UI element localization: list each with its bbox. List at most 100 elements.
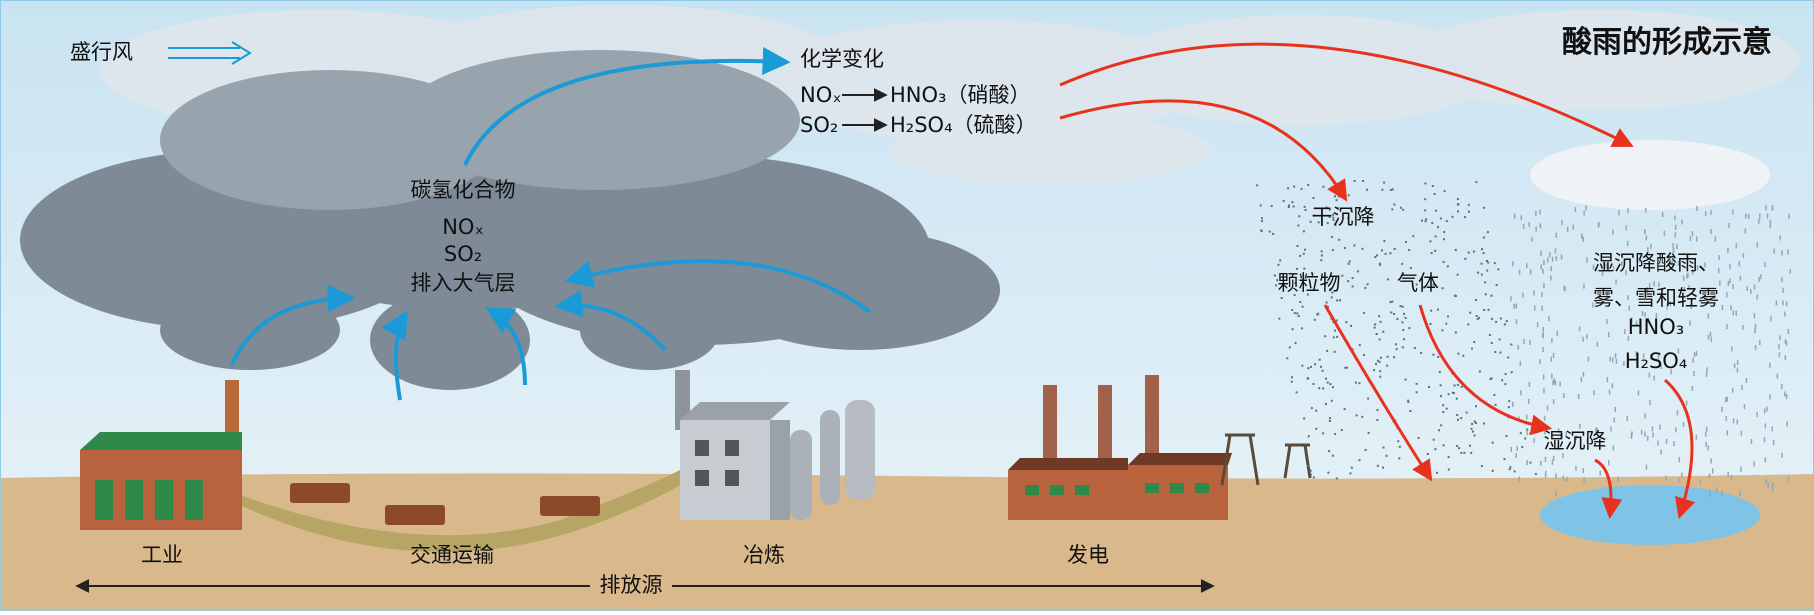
- rain-drop: [1746, 378, 1748, 383]
- rain-drop: [1443, 238, 1445, 240]
- rain-drop: [1387, 278, 1389, 280]
- rain-drop: [1531, 428, 1533, 433]
- rain-drop: [1424, 198, 1426, 200]
- rain-drop: [1693, 358, 1695, 363]
- rain-drop: [1349, 260, 1351, 262]
- rain-drop: [1431, 252, 1433, 254]
- rain-drop: [1519, 477, 1521, 482]
- rain-drop: [1509, 466, 1511, 468]
- rain-drop: [1750, 289, 1752, 294]
- rain-drop: [1432, 354, 1434, 356]
- emission-line: 排入大气层: [411, 271, 516, 295]
- rain-drop: [1650, 244, 1652, 249]
- rain-drop: [1600, 471, 1602, 476]
- rain-drop: [1481, 263, 1483, 265]
- rain-drop: [1521, 215, 1523, 220]
- rain-drop: [1332, 386, 1334, 388]
- rain-drop: [1440, 384, 1442, 386]
- rain-drop: [1696, 206, 1698, 211]
- rain-drop: [1402, 209, 1404, 211]
- rain-drop: [1319, 359, 1321, 361]
- rain-drop: [1575, 466, 1577, 471]
- rain-drop: [1448, 456, 1450, 458]
- rain-drop: [1731, 347, 1733, 352]
- rain-drop: [1382, 467, 1384, 469]
- rain-drop: [1551, 374, 1553, 379]
- rain-drop: [1363, 312, 1365, 314]
- rain-drop: [1336, 477, 1338, 479]
- rain-drop: [1302, 306, 1304, 308]
- rain-drop: [1447, 265, 1449, 267]
- rain-drop: [1345, 321, 1347, 323]
- rain-drop: [1787, 250, 1789, 255]
- rain-drop: [1321, 254, 1323, 256]
- rain-drop: [1550, 266, 1552, 271]
- rain-drop: [1597, 342, 1599, 347]
- dry-deposition-item: 颗粒物: [1278, 271, 1341, 295]
- rain-drop: [1610, 357, 1612, 362]
- rain-drop: [1446, 408, 1448, 410]
- rain-drop: [1755, 324, 1757, 329]
- rain-drop: [1740, 276, 1742, 281]
- rain-drop: [1425, 218, 1427, 220]
- rain-drop: [1609, 390, 1611, 395]
- rain-drop: [1379, 370, 1381, 372]
- rain-drop: [1784, 392, 1786, 397]
- rain-drop: [1298, 315, 1300, 317]
- rain-drop: [1711, 337, 1713, 342]
- rain-drop: [1526, 263, 1528, 268]
- rain-drop: [1368, 432, 1370, 434]
- rain-drop: [1421, 220, 1423, 222]
- rain-drop: [1289, 346, 1291, 348]
- rain-drop: [1586, 257, 1588, 262]
- rain-drop: [1529, 462, 1531, 464]
- rain-drop: [1462, 355, 1464, 357]
- rain-drop: [1627, 241, 1629, 246]
- rain-drop: [1363, 354, 1365, 356]
- rain-drop: [1434, 448, 1436, 450]
- rain-drop: [1457, 203, 1459, 205]
- rain-drop: [1530, 269, 1532, 274]
- rain-drop: [1784, 312, 1786, 317]
- rain-drop: [1443, 231, 1445, 233]
- rain-drop: [1260, 205, 1262, 207]
- rain-drop: [1336, 199, 1338, 201]
- rain-drop: [1659, 425, 1661, 430]
- rain-drop: [1556, 233, 1558, 238]
- rain-drop: [1377, 465, 1379, 467]
- rain-drop: [1520, 390, 1522, 395]
- rain-drop: [1272, 233, 1274, 235]
- rain-drop: [1549, 252, 1551, 257]
- rain-drop: [1708, 314, 1710, 319]
- rain-drop: [1705, 442, 1707, 447]
- rain-drop: [1776, 301, 1778, 306]
- rain-drop: [1522, 293, 1524, 298]
- rain-drop: [1741, 431, 1743, 436]
- rain-drop: [1433, 439, 1435, 441]
- rain-drop: [1790, 269, 1792, 274]
- rain-drop: [1696, 351, 1698, 356]
- rain-drop: [1739, 261, 1741, 266]
- rain-drop: [1391, 208, 1393, 210]
- rain-drop: [1483, 237, 1485, 239]
- rain-drop: [1355, 382, 1357, 384]
- rain-drop: [1653, 376, 1655, 381]
- rain-drop: [1297, 225, 1299, 227]
- rain-drop: [1440, 424, 1442, 426]
- rain-drop: [1496, 284, 1498, 286]
- rain-drop: [1582, 337, 1584, 342]
- rain-drop: [1444, 190, 1446, 192]
- rain-drop: [1436, 472, 1438, 474]
- rain-drop: [1281, 297, 1283, 299]
- rain-drop: [1347, 280, 1349, 282]
- rain-drop: [1555, 492, 1557, 497]
- rain-drop: [1454, 295, 1456, 297]
- rain-drop: [1442, 329, 1444, 331]
- rain-drop: [1610, 427, 1612, 432]
- rain-drop: [1588, 357, 1590, 362]
- rain-drop: [1405, 317, 1407, 319]
- rain-drop: [1745, 229, 1747, 234]
- rain-drop: [1705, 432, 1707, 437]
- rain-drop: [1492, 442, 1494, 444]
- rain-drop: [1727, 472, 1729, 477]
